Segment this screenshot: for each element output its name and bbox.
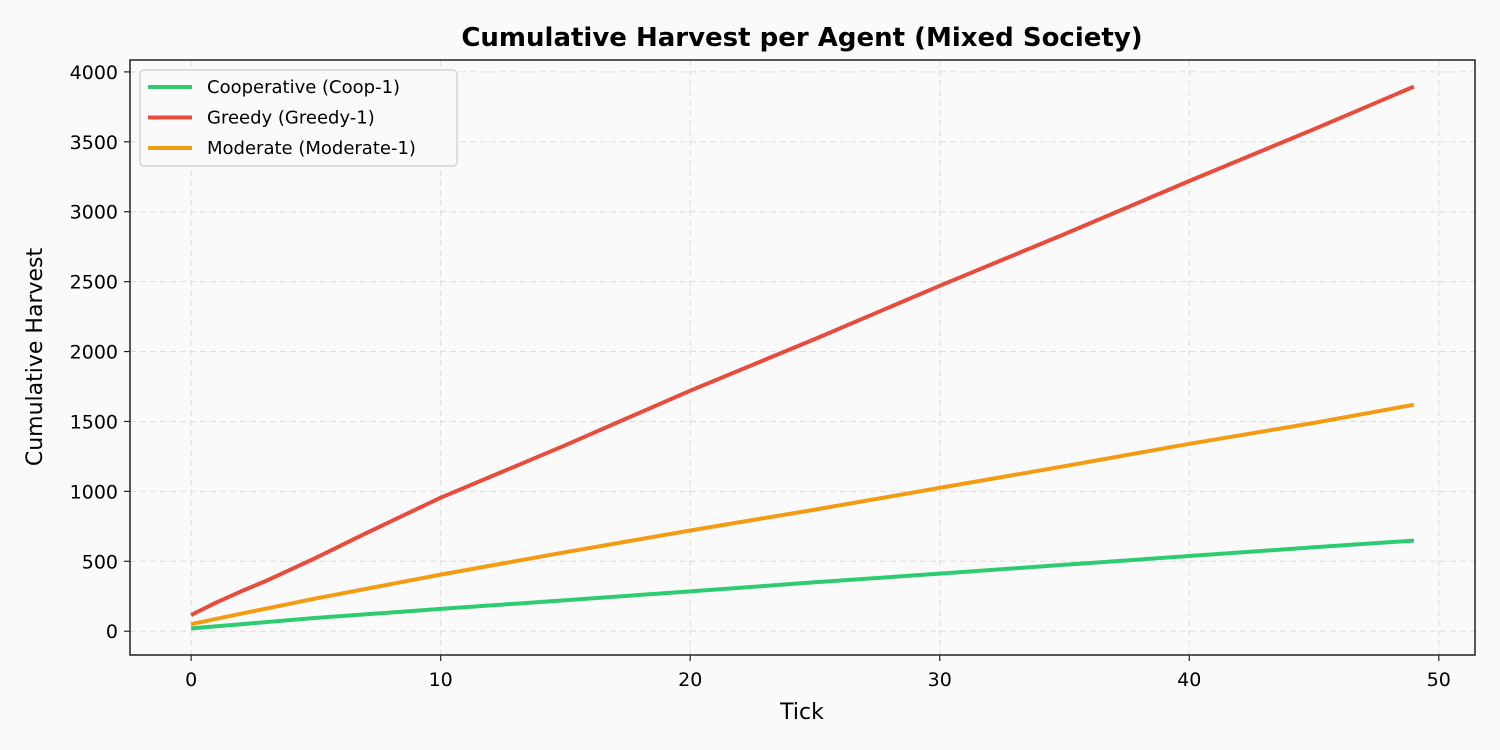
y-axis-label: Cumulative Harvest <box>23 247 48 466</box>
y-axis-ticks: 0 500 1000 1500 2000 2500 3000 3500 4000 <box>70 62 130 643</box>
x-axis-label: Tick <box>779 700 824 725</box>
legend-box <box>139 69 458 167</box>
x-tick-label: 20 <box>678 669 702 691</box>
series-line-1 <box>190 84 1415 617</box>
x-axis-ticks: 0 10 20 30 40 50 <box>185 655 1451 691</box>
x-tick-label: 50 <box>1427 669 1451 691</box>
grid <box>130 60 1475 655</box>
legend-label-0: Cooperative (Coop-1) <box>207 77 400 98</box>
y-tick-label: 2000 <box>70 342 118 364</box>
y-tick-label: 1000 <box>70 481 118 503</box>
x-tick-label: 40 <box>1177 669 1201 691</box>
y-tick-label: 4000 <box>70 62 118 84</box>
x-tick-label: 30 <box>928 669 952 691</box>
x-tick-label: 0 <box>185 669 197 691</box>
y-tick-label: 500 <box>82 551 118 573</box>
series-lines <box>190 84 1415 631</box>
y-tick-label: 1500 <box>70 411 118 433</box>
y-tick-label: 3500 <box>70 132 118 154</box>
series-line-2 <box>190 402 1415 627</box>
series-line-0 <box>190 538 1415 631</box>
x-tick-label: 10 <box>429 669 453 691</box>
legend-label-1: Greedy (Greedy-1) <box>207 108 375 129</box>
chart-title: Cumulative Harvest per Agent (Mixed Soci… <box>461 23 1142 53</box>
y-tick-label: 3000 <box>70 202 118 224</box>
plot-frame <box>129 59 1476 656</box>
y-tick-label: 0 <box>106 621 118 643</box>
y-tick-label: 2500 <box>70 272 118 294</box>
legend: Cooperative (Coop-1) Greedy (Greedy-1) Mod… <box>139 69 458 167</box>
legend-label-2: Moderate (Moderate-1) <box>207 138 416 159</box>
